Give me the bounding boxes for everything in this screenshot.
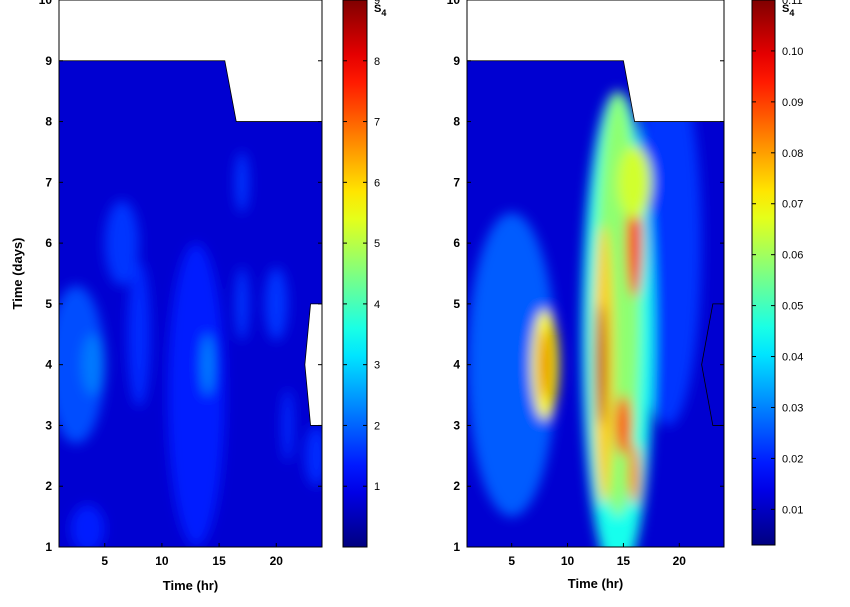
colorbar-tick-label: 6 bbox=[374, 177, 380, 189]
contour-blob-9 bbox=[281, 388, 294, 462]
contour-blob-8 bbox=[615, 395, 632, 456]
colorbar-tick-label: 9 bbox=[374, 0, 380, 7]
y-axis-label: Time (days) bbox=[10, 237, 25, 309]
x-axis-label: Time (hr) bbox=[568, 576, 623, 591]
colorbar-tick-label: 0.06 bbox=[782, 250, 803, 262]
y-tick-label: 3 bbox=[45, 418, 52, 432]
colorbar-tick-label: 0.07 bbox=[782, 199, 803, 211]
y-tick-label: 6 bbox=[45, 236, 52, 250]
colorbar-tick-label: 0.02 bbox=[782, 453, 803, 465]
contour-blob-10 bbox=[304, 425, 322, 487]
y-tick-label: 4 bbox=[453, 358, 460, 372]
colorbar-tick-label: 0.10 bbox=[782, 46, 803, 58]
colorbar-tick-label: 0.08 bbox=[782, 148, 803, 160]
y-tick-label: 1 bbox=[45, 540, 52, 554]
y-tick-label: 9 bbox=[453, 54, 460, 68]
x-tick-label: 10 bbox=[561, 554, 575, 568]
y-tick-label: 10 bbox=[447, 0, 461, 7]
x-tick-label: 5 bbox=[101, 554, 108, 568]
panel-left: 5 10 15 20 1 2 3 4 5 6 7 8 9 10 Time (hr) Time (days) 1 2… bbox=[10, 0, 386, 593]
x-tick-label: 15 bbox=[212, 554, 226, 568]
colorbar-left: 1 2 3 4 5 6 7 8 9S4 bbox=[342, 0, 386, 548]
y-tick-label: 7 bbox=[453, 175, 460, 189]
colorbar-tick-label: 0.01 bbox=[782, 504, 803, 516]
colorbar-right: 0.01 0.02 0.03 0.04 0.05 0.06 0.07 0.08 0.09 0.10… bbox=[751, 0, 803, 546]
y-tick-label: 3 bbox=[453, 418, 460, 432]
y-tick-label: 8 bbox=[45, 115, 52, 129]
colorbar-tick-label: 4 bbox=[374, 299, 380, 311]
plot-frame bbox=[466, 0, 725, 548]
colorbar-gradient bbox=[342, 0, 368, 548]
contour-blob-0 bbox=[59, 285, 105, 444]
colorbar-tick-label: 0.04 bbox=[782, 352, 803, 364]
contour-blob-10 bbox=[629, 443, 641, 505]
y-tick-label: 9 bbox=[45, 54, 52, 68]
contour-blob-11 bbox=[617, 145, 652, 219]
colorbar-tick-label: 1 bbox=[374, 481, 380, 493]
y-tick-label: 4 bbox=[45, 358, 52, 372]
colorbar-title-sub: 4 bbox=[789, 8, 794, 18]
contour-blob-4 bbox=[167, 243, 225, 547]
contour-blob-7 bbox=[235, 151, 249, 213]
x-tick-label: 5 bbox=[508, 554, 515, 568]
contour-blob-7 bbox=[596, 303, 606, 426]
y-tick-label: 2 bbox=[45, 479, 52, 493]
contour-blob-6 bbox=[235, 267, 249, 341]
contour-field bbox=[467, 60, 724, 548]
contour-blob-2 bbox=[104, 200, 140, 286]
contour-blob-1 bbox=[81, 334, 105, 396]
colorbar-tick-label: 0.03 bbox=[782, 402, 803, 414]
y-tick-label: 2 bbox=[453, 479, 460, 493]
colorbar-tick-label: 5 bbox=[374, 238, 380, 250]
colorbar-tick-label: 0.05 bbox=[782, 301, 803, 313]
y-tick-label: 8 bbox=[453, 115, 460, 129]
y-tick-label: 5 bbox=[453, 297, 460, 311]
contour-blob-5 bbox=[201, 334, 214, 396]
colorbar-title: S4 bbox=[374, 3, 386, 18]
contour-blob-2 bbox=[540, 328, 550, 402]
colorbar-title-sub: 4 bbox=[381, 8, 386, 18]
colorbar-tick-label: 3 bbox=[374, 360, 380, 372]
y-tick-label: 7 bbox=[45, 175, 52, 189]
contour-field bbox=[59, 60, 322, 548]
colorbar-tick-label: 2 bbox=[374, 420, 380, 432]
contour-blob-3 bbox=[127, 261, 151, 408]
colorbar-gradient bbox=[751, 0, 776, 546]
colorbar-tick-label: 7 bbox=[374, 117, 380, 129]
y-tick-label: 6 bbox=[453, 236, 460, 250]
contour-blob-8 bbox=[264, 267, 288, 341]
y-tick-label: 10 bbox=[39, 0, 53, 7]
x-tick-label: 20 bbox=[270, 554, 284, 568]
y-tick-label: 5 bbox=[45, 297, 52, 311]
x-tick-label: 20 bbox=[673, 554, 687, 568]
colorbar-tick-label: 0.11 bbox=[782, 0, 803, 7]
plot-frame bbox=[58, 0, 323, 548]
x-tick-label: 15 bbox=[617, 554, 631, 568]
contour-blob-0 bbox=[467, 212, 557, 517]
x-tick-label: 10 bbox=[155, 554, 169, 568]
contour-blob-11 bbox=[70, 504, 105, 548]
colorbar-tick-label: 0.09 bbox=[782, 97, 803, 109]
colorbar-tick-label: 8 bbox=[374, 56, 380, 68]
y-tick-label: 1 bbox=[453, 540, 460, 554]
x-axis-label: Time (hr) bbox=[163, 578, 218, 593]
